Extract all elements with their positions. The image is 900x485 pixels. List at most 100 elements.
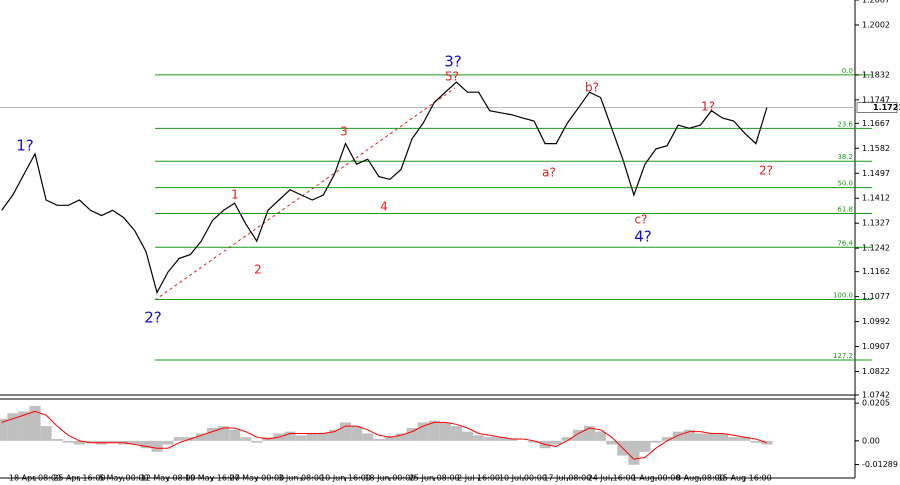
histogram-bar xyxy=(29,405,41,441)
x-tick-label: 1 Aug 00:00 xyxy=(632,474,681,483)
histogram-bar xyxy=(606,440,618,445)
wave-label: 1? xyxy=(16,137,34,155)
fib-label: 50.0 xyxy=(837,180,853,188)
histogram-bar xyxy=(572,429,584,441)
histogram-bar xyxy=(295,435,307,441)
histogram-bar xyxy=(395,433,407,441)
histogram-bar xyxy=(728,437,740,441)
x-tick-label: 5 May 00:00 xyxy=(99,474,149,483)
fib-label: 61.8 xyxy=(837,206,853,214)
histogram-bar xyxy=(406,427,418,441)
y-tick-label: 1.0992 xyxy=(862,317,890,326)
histogram-bar xyxy=(750,440,762,443)
histogram-bar xyxy=(683,429,695,441)
x-tick-label: 10 Jul 00:00 xyxy=(499,474,547,483)
y-tick-label: 1.1242 xyxy=(862,244,890,253)
x-tick-label: 25 Apr 16:00 xyxy=(53,474,105,483)
histogram-bar xyxy=(51,439,63,441)
histogram-bar xyxy=(218,426,230,441)
fib-label: 127.2 xyxy=(833,352,853,360)
wave-label: 2? xyxy=(759,164,773,178)
histogram-bar xyxy=(195,433,207,441)
y-tick-label: 1.1412 xyxy=(862,194,890,203)
y-tick-label: 0.00 xyxy=(862,436,880,445)
wave-label: 4 xyxy=(380,200,388,214)
histogram-bar xyxy=(495,437,507,441)
histogram-bar xyxy=(84,440,97,443)
histogram-bar xyxy=(62,440,74,443)
y-tick-label: 1.0822 xyxy=(862,367,890,376)
histogram-bar xyxy=(550,440,562,445)
histogram-bar xyxy=(351,426,363,441)
histogram-bar xyxy=(7,413,19,441)
wave-label: 1 xyxy=(231,188,239,202)
x-tick-label: 25 Jun 08:00 xyxy=(409,474,460,483)
histogram-bar xyxy=(584,426,596,441)
y-tick-label: 1.1832 xyxy=(862,70,890,79)
histogram-bar xyxy=(739,437,751,441)
histogram-bar xyxy=(639,440,651,452)
y-tick-label: -0.01289 xyxy=(862,460,898,469)
histogram-bar xyxy=(650,440,662,443)
histogram-bar xyxy=(450,426,463,441)
y-tick-label: 1.0742 xyxy=(862,391,890,400)
y-tick-label: 1.1667 xyxy=(862,119,890,128)
histogram-bar xyxy=(506,439,518,441)
histogram-bar xyxy=(328,429,341,441)
wave-label: 3? xyxy=(444,53,462,71)
y-tick-label: 1.2002 xyxy=(862,20,890,29)
histogram-bar xyxy=(672,431,684,441)
x-tick-label: 19 May 16:00 xyxy=(185,474,240,483)
y-tick-label: 1.1327 xyxy=(862,219,890,228)
fib-label: 76.4 xyxy=(837,239,853,247)
histogram-bar xyxy=(373,439,385,441)
last-price-box xyxy=(856,102,898,113)
histogram-bar xyxy=(561,437,573,441)
histogram-bar xyxy=(0,418,8,441)
wave-label: 2? xyxy=(144,309,162,327)
histogram-bar xyxy=(229,429,241,441)
histogram-bar xyxy=(40,426,52,441)
histogram-bar xyxy=(761,440,773,445)
histogram-bar xyxy=(206,427,219,441)
x-tick-label: 15 Aug 16:00 xyxy=(718,474,772,483)
histogram-bar xyxy=(717,433,729,441)
x-tick-label: 2 Jul 16:00 xyxy=(457,474,500,483)
histogram-bar xyxy=(484,437,496,441)
wave-label: 3 xyxy=(340,125,348,139)
histogram-bar xyxy=(417,422,429,441)
histogram-bar xyxy=(705,433,718,441)
histogram-bar xyxy=(18,411,30,441)
y-tick-label: 1.1497 xyxy=(862,169,890,178)
y-tick-label: 1.1747 xyxy=(862,95,890,104)
wave-label: 5? xyxy=(445,70,459,84)
y-tick-label: 0.0205 xyxy=(862,399,890,408)
fib-label: 0.0 xyxy=(842,67,853,75)
y-tick-label: 1.1582 xyxy=(862,144,890,153)
y-tick-label: 1.2087 xyxy=(862,0,890,5)
x-tick-label: 24 Jul 16:00 xyxy=(588,474,636,483)
histogram-bar xyxy=(306,433,318,441)
wave-label: b? xyxy=(585,81,599,95)
histogram-bar xyxy=(162,440,174,445)
histogram-bar xyxy=(107,440,119,443)
histogram-bar xyxy=(140,440,152,449)
histogram-bar xyxy=(129,440,141,445)
histogram-bar xyxy=(528,440,540,443)
histogram-bar xyxy=(151,440,163,452)
y-tick-label: 1.1162 xyxy=(862,267,890,276)
x-tick-label: 27 May 00:00 xyxy=(229,474,284,483)
histogram-bar xyxy=(595,431,607,441)
histogram-bar xyxy=(73,440,85,445)
x-tick-label: 3 Jun 08:00 xyxy=(278,474,324,483)
histogram-bar xyxy=(428,420,440,441)
histogram-bar xyxy=(628,440,640,465)
wave-label: c? xyxy=(635,213,648,227)
wave-label: 2 xyxy=(254,263,262,277)
histogram-bar xyxy=(317,433,329,441)
x-tick-label: 12 May 08:00 xyxy=(141,474,196,483)
x-tick-label: 18 Apr 08:00 xyxy=(9,474,61,483)
y-tick-label: 1.0907 xyxy=(862,342,890,351)
